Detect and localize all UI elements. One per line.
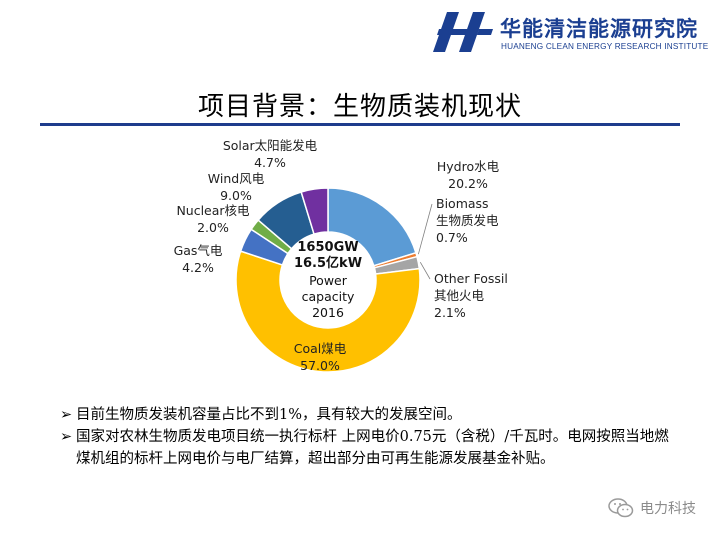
org-name-en: HUANENG CLEAN ENERGY RESEARCH INSTITUTE bbox=[501, 42, 709, 51]
slice-label-wind: Wind风电 9.0% bbox=[208, 171, 265, 203]
center-label-line: 1650GW bbox=[297, 240, 358, 255]
center-label-line: Power bbox=[309, 273, 348, 288]
note-item: ➢ 国家对农林生物质发电项目统一执行标杆 上网电价0.75元（含税）/千瓦时。电… bbox=[60, 426, 680, 470]
title-divider bbox=[40, 123, 680, 126]
center-label-line: 2016 bbox=[312, 305, 344, 320]
center-label-line: capacity bbox=[302, 289, 355, 304]
watermark: 电力科技 bbox=[608, 498, 696, 518]
bullet-arrow-icon: ➢ bbox=[60, 407, 73, 423]
note-text: 国家对农林生物质发电项目统一执行标杆 上网电价0.75元（含税）/千瓦时。电网按… bbox=[76, 429, 669, 467]
slide-title: 项目背景：生物质装机现状 bbox=[197, 92, 522, 122]
slice-label-nuclear: Nuclear核电 2.0% bbox=[176, 203, 250, 235]
slice-label-hydro: Hydro水电 20.2% bbox=[437, 159, 500, 191]
slice-label-other-fossil: Other Fossil 其他火电 2.1% bbox=[434, 271, 508, 320]
huaneng-logo-icon bbox=[433, 12, 493, 52]
note-item: ➢ 目前生物质发装机容量占比不到1%，具有较大的发展空间。 bbox=[60, 404, 680, 426]
wechat-icon bbox=[608, 498, 634, 518]
slice-label-gas: Gas气电 4.2% bbox=[174, 243, 223, 275]
slice-label-coal: Coal煤电 57.0% bbox=[294, 341, 347, 373]
slice-solar bbox=[300, 187, 329, 236]
slice-coal bbox=[235, 250, 421, 373]
org-name-cn: 华能清洁能源研究院 bbox=[500, 17, 698, 41]
bullet-arrow-icon: ➢ bbox=[60, 429, 73, 445]
leader-line-biomass bbox=[417, 203, 433, 255]
center-label-line: 16.5亿kW bbox=[294, 255, 362, 271]
note-text: 目前生物质发装机容量占比不到1%，具有较大的发展空间。 bbox=[76, 407, 462, 423]
notes-list: ➢ 目前生物质发装机容量占比不到1%，具有较大的发展空间。 ➢ 国家对农林生物质… bbox=[60, 404, 680, 470]
leader-line-other-fossil bbox=[419, 262, 431, 280]
slice-label-biomass: Biomass 生物质发电 0.7% bbox=[436, 196, 499, 245]
slice-label-solar: Solar太阳能发电 4.7% bbox=[223, 138, 318, 170]
watermark-text: 电力科技 bbox=[640, 501, 696, 517]
